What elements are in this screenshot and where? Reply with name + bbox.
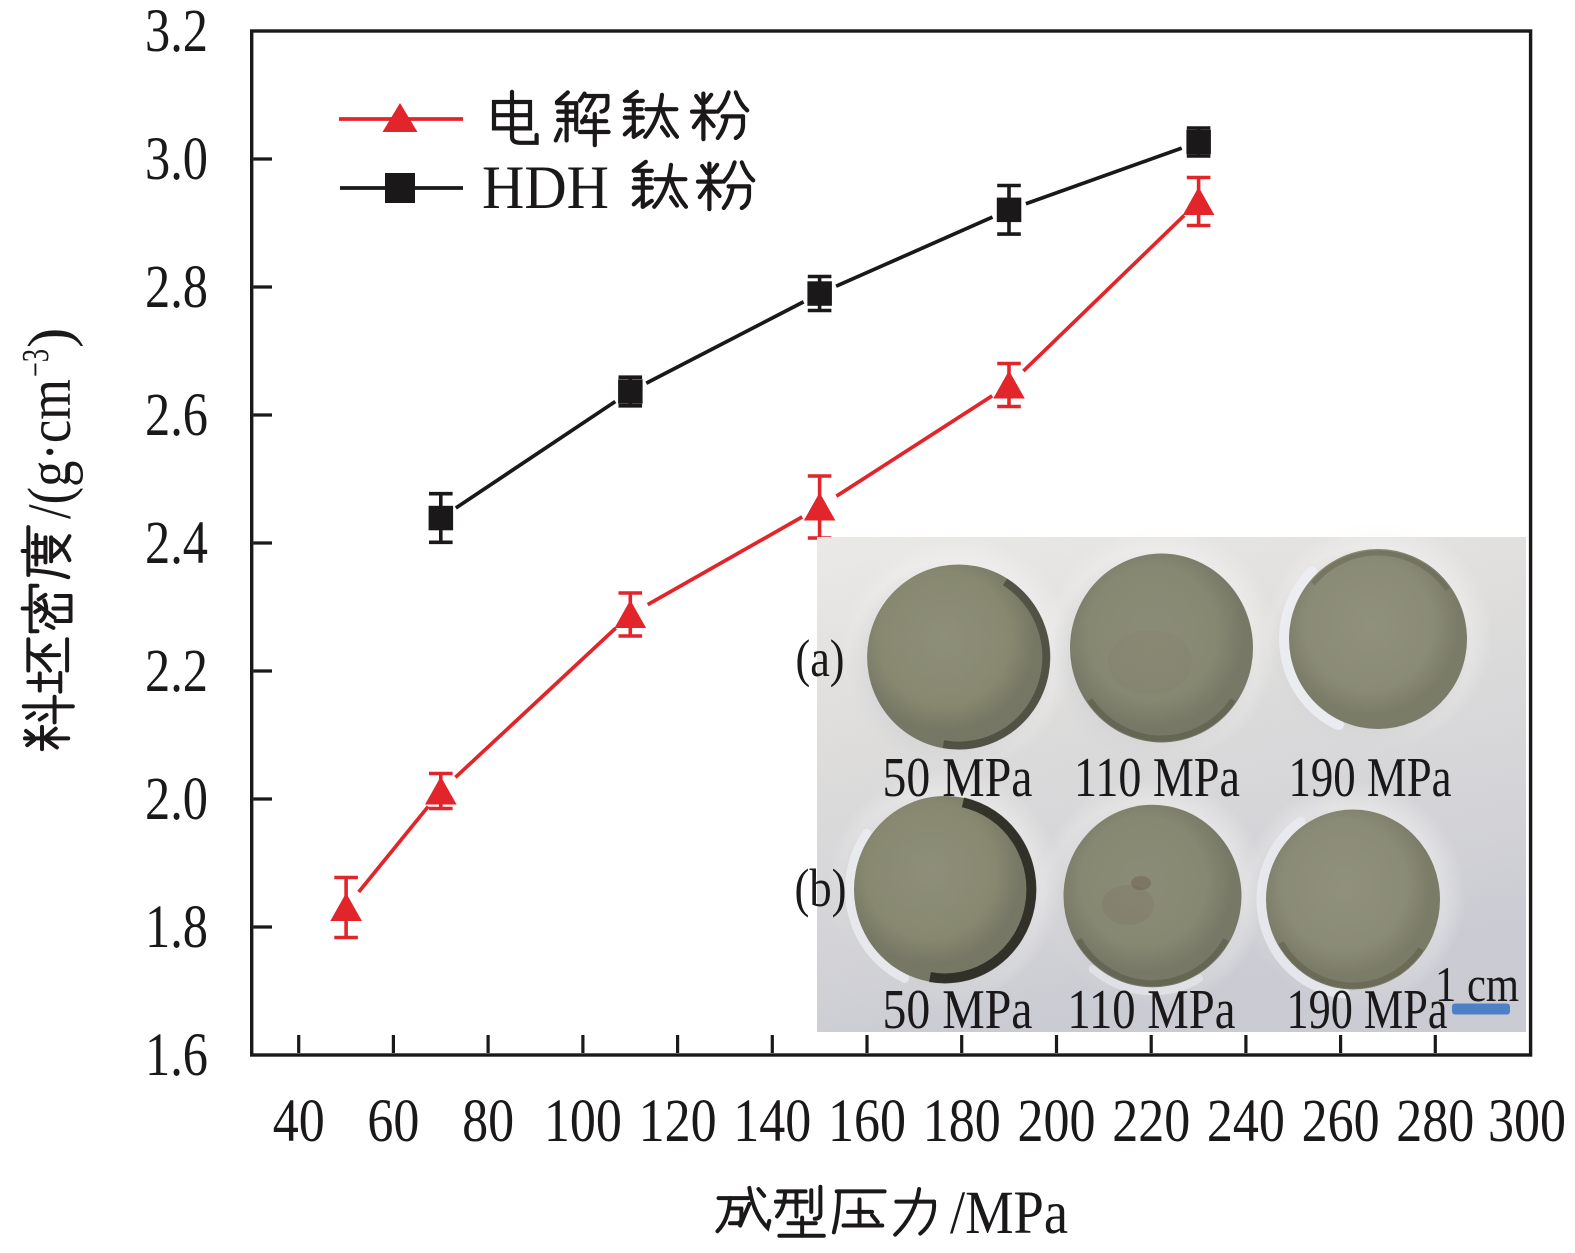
svg-text:80: 80	[462, 1088, 514, 1155]
svg-text:300: 300	[1488, 1088, 1566, 1155]
svg-text:280: 280	[1396, 1088, 1474, 1155]
svg-text:HDH: HDH	[482, 155, 609, 222]
svg-text:/MPa: /MPa	[950, 1180, 1068, 1247]
svg-text:): )	[17, 328, 84, 348]
svg-text:/(g·cm: /(g·cm	[17, 379, 84, 519]
svg-text:1.6: 1.6	[145, 1022, 208, 1089]
svg-text:2.2: 2.2	[145, 638, 208, 705]
svg-text:100: 100	[544, 1088, 622, 1155]
svg-text:260: 260	[1302, 1088, 1380, 1155]
svg-text:140: 140	[733, 1088, 811, 1155]
svg-text:3.2: 3.2	[145, 0, 208, 65]
svg-text:50 MPa: 50 MPa	[883, 747, 1033, 809]
svg-text:200: 200	[1018, 1088, 1096, 1155]
svg-text:190 MPa: 190 MPa	[1289, 747, 1452, 809]
svg-text:2.8: 2.8	[145, 254, 208, 321]
svg-text:110 MPa: 110 MPa	[1074, 747, 1240, 809]
svg-text:160: 160	[828, 1088, 906, 1155]
svg-text:50 MPa: 50 MPa	[883, 979, 1033, 1041]
svg-text:220: 220	[1112, 1088, 1190, 1155]
svg-text:2.4: 2.4	[145, 510, 208, 577]
svg-text:180: 180	[923, 1088, 1001, 1155]
svg-text:190 MPa: 190 MPa	[1287, 979, 1448, 1041]
svg-text:40: 40	[273, 1088, 325, 1155]
svg-text:2.0: 2.0	[145, 766, 208, 833]
svg-text:−3: −3	[15, 349, 57, 377]
svg-text:60: 60	[367, 1088, 419, 1155]
svg-text:1 cm: 1 cm	[1435, 956, 1519, 1012]
svg-text:240: 240	[1207, 1088, 1285, 1155]
svg-text:110 MPa: 110 MPa	[1067, 979, 1235, 1041]
svg-text:1.8: 1.8	[145, 894, 208, 961]
svg-text:(b): (b)	[795, 858, 847, 918]
svg-text:2.6: 2.6	[145, 382, 208, 449]
svg-text:(a): (a)	[796, 630, 845, 688]
svg-text:3.0: 3.0	[145, 126, 208, 193]
svg-text:120: 120	[639, 1088, 717, 1155]
